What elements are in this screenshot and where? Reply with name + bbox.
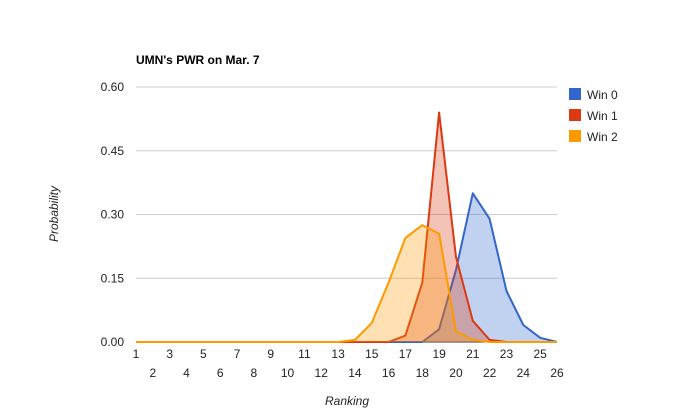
x-tick-label: 7 xyxy=(234,347,241,361)
x-tick-label: 26 xyxy=(550,366,564,380)
x-tick-label: 8 xyxy=(251,366,258,380)
x-tick-label: 3 xyxy=(166,347,173,361)
series-line-win-2 xyxy=(136,224,557,343)
x-tick-label: 20 xyxy=(449,366,463,380)
x-tick-label: 19 xyxy=(432,347,446,361)
x-tick-label: 13 xyxy=(331,347,345,361)
x-tick-label: 16 xyxy=(382,366,396,380)
x-tick-label: 12 xyxy=(315,366,329,380)
series-layer xyxy=(136,111,558,343)
x-tick-label: 4 xyxy=(183,366,190,380)
series-area-win-1 xyxy=(136,112,557,342)
x-tick-label: 18 xyxy=(416,366,430,380)
x-tick-label: 25 xyxy=(533,347,547,361)
x-tick-label: 24 xyxy=(517,366,531,380)
x-axis-label: Ranking xyxy=(325,394,369,408)
x-tick-label: 21 xyxy=(466,347,480,361)
legend-swatch xyxy=(569,109,581,121)
x-axis-ticks: 1 3 5 7 9 11 13 15 17 19 21 23 252 4 6 8 10 12 14 16 18 20 22 2… xyxy=(133,347,564,380)
y-tick-label: 0.00 xyxy=(101,335,125,349)
legend: Win 0 Win 1 Win 2 xyxy=(569,88,618,144)
x-tick-label: 2 xyxy=(149,366,156,380)
x-tick-label: 14 xyxy=(348,366,362,380)
chart-title: UMN's PWR on Mar. 7 xyxy=(136,53,260,67)
x-tick-label: 23 xyxy=(500,347,514,361)
y-axis-label: Probability xyxy=(47,185,61,242)
legend-label: Win 2 xyxy=(587,130,618,144)
legend-label: Win 0 xyxy=(587,88,618,102)
y-tick-label: 0.30 xyxy=(101,208,125,222)
x-tick-label: 6 xyxy=(217,366,224,380)
y-tick-label: 0.60 xyxy=(101,80,125,94)
y-axis-ticks: 0.00 0.15 0.30 0.45 0.60 xyxy=(101,80,125,349)
x-tick-label: 5 xyxy=(200,347,207,361)
y-tick-label: 0.45 xyxy=(101,144,125,158)
x-tick-label: 15 xyxy=(365,347,379,361)
x-tick-label: 1 xyxy=(133,347,140,361)
x-tick-label: 22 xyxy=(483,366,497,380)
series-area-win-2 xyxy=(136,225,557,342)
legend-swatch xyxy=(569,130,581,142)
y-tick-label: 0.15 xyxy=(101,271,125,285)
legend-label: Win 1 xyxy=(587,109,618,123)
series-area-win-0 xyxy=(136,193,557,342)
x-tick-label: 9 xyxy=(267,347,274,361)
x-tick-label: 11 xyxy=(298,347,311,361)
x-tick-label: 17 xyxy=(399,347,413,361)
legend-swatch xyxy=(569,88,581,100)
x-tick-label: 10 xyxy=(281,366,295,380)
